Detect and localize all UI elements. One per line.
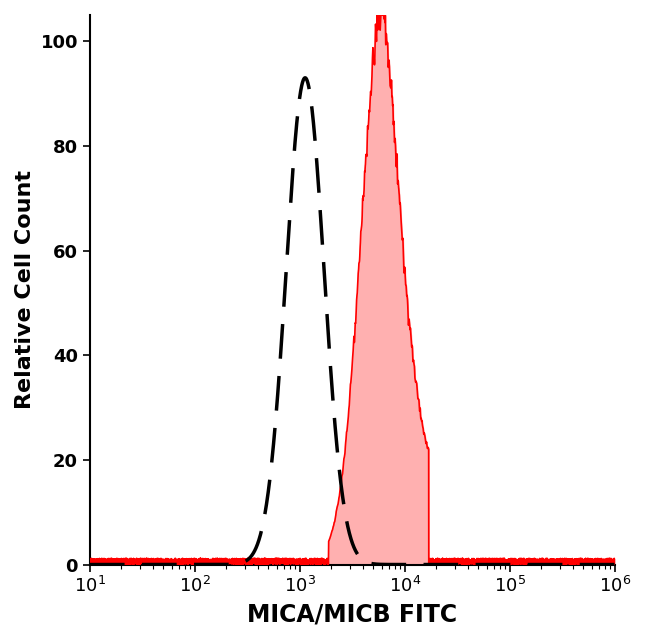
Y-axis label: Relative Cell Count: Relative Cell Count xyxy=(15,171,35,409)
X-axis label: MICA/MICB FITC: MICA/MICB FITC xyxy=(247,602,457,626)
